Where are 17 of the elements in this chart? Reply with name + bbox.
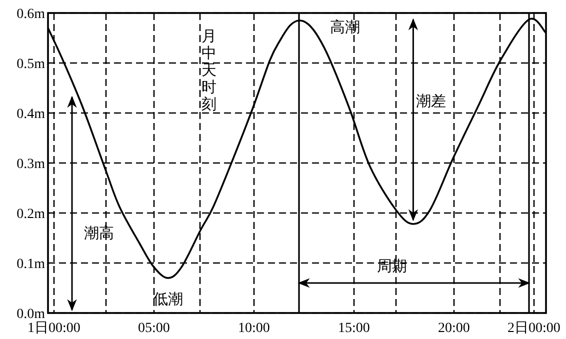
y-tick-label: 0.2m <box>16 207 46 222</box>
y-tick-label: 0.0m <box>16 307 46 322</box>
y-tick-label: 0.6m <box>16 7 46 22</box>
y-tick-label: 0.3m <box>16 157 46 172</box>
annotation: 潮差 <box>416 93 446 110</box>
ref-line-label: 月中天时刻 <box>202 29 216 113</box>
y-tick-label: 0.4m <box>16 107 46 122</box>
y-tick-label: 0.5m <box>16 57 46 72</box>
x-tick-label: 05:00 <box>138 321 170 336</box>
x-tick-label: 10:00 <box>238 321 270 336</box>
x-tick-label: 1日00:00 <box>28 321 80 336</box>
y-tick-label: 0.1m <box>16 257 46 272</box>
annotation: 低潮 <box>153 291 183 308</box>
annotation: 高潮 <box>330 19 360 36</box>
x-tick-label: 2日00:00 <box>508 321 560 336</box>
x-tick-label: 15:00 <box>338 321 370 336</box>
x-tick-label: 20:00 <box>438 321 470 336</box>
